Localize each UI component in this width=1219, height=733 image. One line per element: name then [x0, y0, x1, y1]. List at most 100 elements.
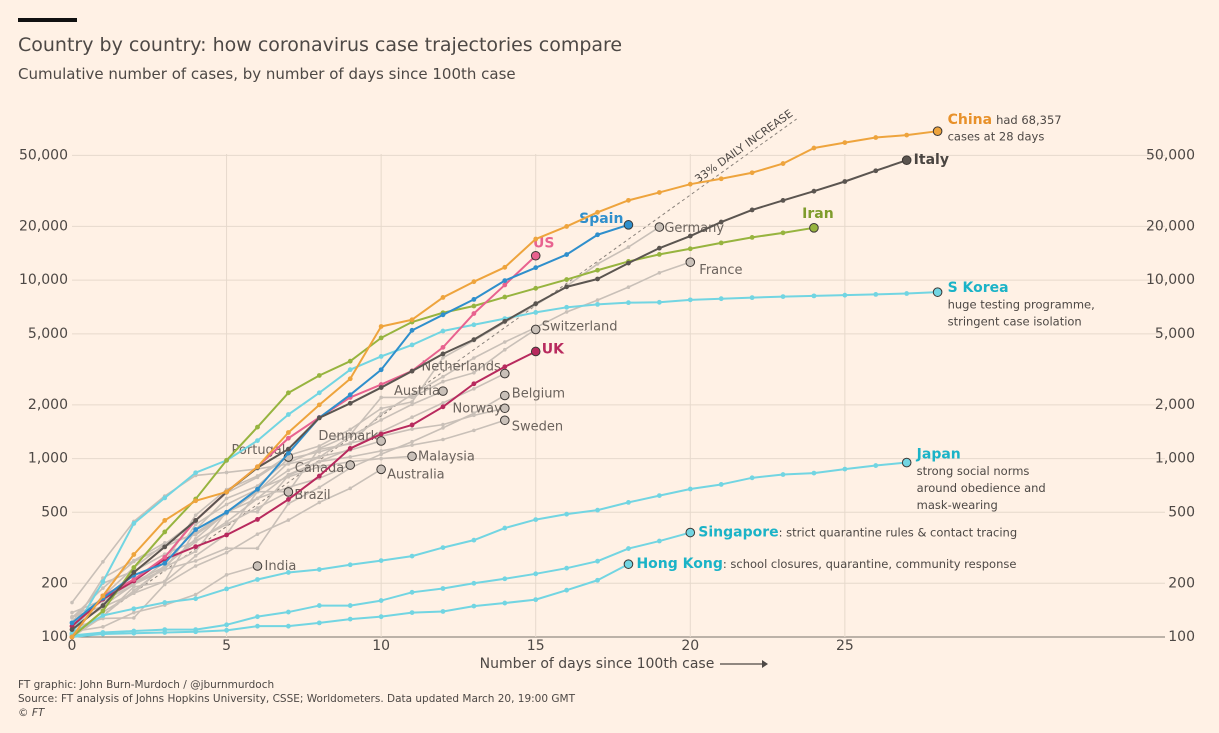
point [286, 468, 291, 473]
point [347, 367, 353, 373]
point [131, 552, 137, 557]
y-tick-label: 5,000 [28, 326, 68, 342]
point [811, 470, 817, 476]
series-label: Germany [664, 221, 724, 236]
point [131, 628, 137, 634]
series-label: S Korea [948, 280, 1009, 296]
point [471, 537, 477, 543]
axis-arrow-head [762, 660, 768, 668]
series-label: US [533, 236, 554, 252]
point [224, 532, 229, 538]
point [441, 437, 445, 442]
point [193, 596, 199, 602]
point [379, 406, 383, 411]
point [378, 558, 384, 564]
point [656, 299, 662, 305]
point [780, 161, 786, 166]
point [378, 614, 384, 620]
point [502, 525, 508, 531]
point [162, 582, 167, 587]
point [317, 485, 322, 490]
point [162, 529, 168, 535]
point [564, 304, 570, 310]
point [193, 627, 199, 633]
point [193, 559, 198, 563]
series-label: Canada [295, 461, 344, 476]
point [440, 328, 446, 334]
end-point [530, 250, 541, 261]
y-tick-label-right: 20,000 [1146, 218, 1195, 234]
point [347, 562, 353, 568]
point [255, 438, 260, 443]
point [595, 507, 600, 513]
point [69, 627, 75, 633]
y-tick-label: 1,000 [28, 451, 68, 467]
point [409, 422, 415, 428]
point [255, 424, 260, 430]
y-tick-label-right: 5,000 [1155, 326, 1195, 342]
series-name: China [948, 112, 992, 128]
point [70, 600, 74, 605]
series-name: Belgium [512, 386, 565, 401]
footer-credit: FT graphic: John Burn-Murdoch / @jburnmu… [18, 679, 274, 691]
point [440, 295, 446, 300]
point [100, 603, 106, 608]
series-line [71, 461, 907, 635]
x-tick-label: 15 [527, 638, 545, 654]
point [471, 311, 477, 316]
point [316, 603, 322, 608]
point [811, 145, 817, 151]
series-name: Canada [295, 461, 344, 476]
point [564, 565, 570, 571]
point [687, 486, 693, 492]
point [286, 570, 291, 575]
chart-subtitle: Cumulative number of cases, by number of… [18, 65, 516, 83]
point [718, 240, 724, 246]
end-point [901, 457, 912, 468]
point [595, 577, 600, 583]
point [410, 415, 414, 420]
point [595, 262, 600, 266]
point [441, 374, 445, 379]
series-name: Spain [579, 211, 623, 227]
point [410, 427, 414, 431]
point [224, 470, 229, 475]
end-point [932, 287, 943, 297]
series-note: mask-wearing [917, 498, 998, 512]
point [162, 554, 168, 560]
series-name: Hong Kong [636, 556, 722, 572]
series-name: Norway [452, 401, 502, 416]
point [131, 570, 137, 575]
point [286, 430, 291, 435]
end-point [932, 126, 943, 136]
point [70, 610, 74, 615]
point [718, 176, 724, 182]
point [379, 452, 383, 457]
series-label: Malaysia [418, 449, 475, 464]
series-name: Italy [914, 152, 949, 168]
point [410, 443, 414, 447]
point [224, 502, 229, 507]
point [317, 450, 322, 454]
point [255, 464, 260, 470]
point [410, 400, 414, 404]
point [224, 496, 229, 501]
point [687, 297, 693, 303]
point [842, 466, 848, 472]
end-point [500, 415, 510, 426]
point [378, 431, 384, 437]
point [100, 593, 106, 599]
y-tick-label: 200 [41, 575, 68, 591]
point [656, 493, 662, 499]
point [286, 450, 291, 456]
point [873, 135, 879, 140]
chart-title: Country by country: how coronavirus case… [18, 34, 622, 56]
point [132, 582, 136, 587]
end-point [376, 436, 386, 446]
reference-line [71, 118, 797, 638]
end-point [407, 451, 417, 462]
point [626, 546, 631, 551]
end-point [901, 155, 912, 165]
point [101, 586, 105, 590]
